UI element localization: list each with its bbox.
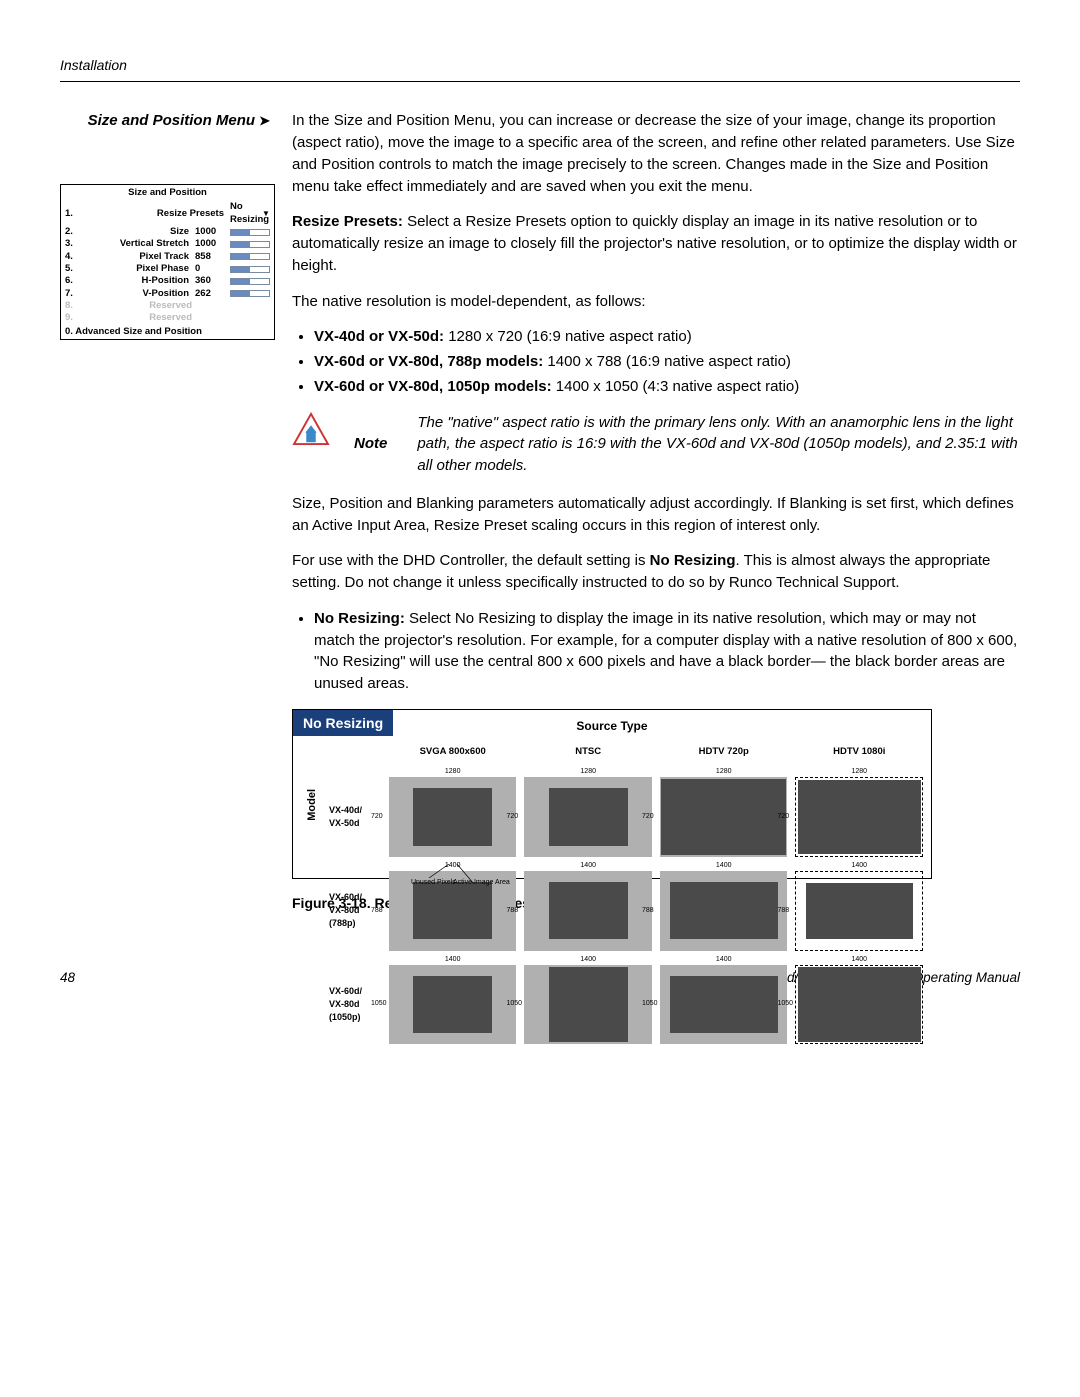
diagram-cell: 1280 720 — [389, 777, 517, 857]
diagram-cell: 1400 788 — [795, 871, 923, 951]
list-item: VX-40d or VX-50d: 1280 x 720 (16:9 nativ… — [314, 326, 1020, 348]
list-item: No Resizing: Select No Resizing to displ… — [314, 608, 1020, 695]
diagram-cell: 1400 788 — [660, 871, 788, 951]
diagram-cell: 1280 720 — [795, 777, 923, 857]
arrow-icon: ➤ — [259, 113, 270, 128]
col-hdr: HDTV 1080i — [795, 745, 923, 763]
para-native-res: The native resolution is model-dependent… — [292, 291, 1020, 313]
menu-row: 9.Reserved — [61, 312, 274, 324]
warning-icon — [292, 412, 336, 453]
para-intro: In the Size and Position Menu, you can i… — [292, 110, 1020, 197]
para-blanking: Size, Position and Blanking parameters a… — [292, 493, 1020, 537]
menu-row: 7.V-Position262 — [61, 288, 274, 300]
para-dhd: For use with the DHD Controller, the def… — [292, 550, 1020, 594]
menu-box: Size and Position 1.Resize PresetsNo Res… — [60, 184, 275, 340]
note-row: Note The "native" aspect ratio is with t… — [292, 412, 1020, 477]
legend-active: Active Image Area — [453, 878, 510, 888]
diagram-cell: 1400 1050 — [795, 965, 923, 1045]
diagram-cell: 1400 1050 — [660, 965, 788, 1045]
menu-row: 2.Size1000 — [61, 226, 274, 238]
diagram-cell: 1280 720 — [660, 777, 788, 857]
note-label: Note — [354, 433, 387, 455]
diagram-cell: 1400 788 — [524, 871, 652, 951]
menu-row: 3.Vertical Stretch1000 — [61, 238, 274, 250]
list-no-resizing: No Resizing: Select No Resizing to displ… — [292, 608, 1020, 695]
list-resolutions: VX-40d or VX-50d: 1280 x 720 (16:9 nativ… — [292, 326, 1020, 397]
diagram-cell: 1400 1050 — [524, 965, 652, 1045]
list-item: VX-60d or VX-80d, 788p models: 1400 x 78… — [314, 351, 1020, 373]
menu-row: 5.Pixel Phase0 — [61, 263, 274, 275]
menu-row: 1.Resize PresetsNo Resizing▼ — [61, 201, 274, 226]
section-header: Installation — [60, 55, 1020, 75]
header-rule — [60, 81, 1020, 82]
diagram-cell: 1280 720 — [524, 777, 652, 857]
model-axis-label: Model — [305, 789, 325, 821]
diagram-cell: 1400 1050 — [389, 965, 517, 1045]
menu-row: 4.Pixel Track858 — [61, 251, 274, 263]
list-item: VX-60d or VX-80d, 1050p models: 1400 x 1… — [314, 376, 1020, 398]
menu-row: 8.Reserved — [61, 300, 274, 312]
page-number: 48 — [60, 968, 75, 988]
col-hdr: HDTV 720p — [660, 745, 788, 763]
menu-title: Size and Position — [61, 185, 274, 201]
menu-row: 6.H-Position360 — [61, 275, 274, 287]
menu-footer: 0. Advanced Size and Position — [61, 325, 274, 339]
col-hdr: NTSC — [524, 745, 652, 763]
para-resize-presets: Resize Presets: Select a Resize Presets … — [292, 211, 1020, 276]
col-hdr: SVGA 800x600 — [389, 745, 517, 763]
legend-unused: Unused Pixels — [411, 878, 456, 888]
note-text: The "native" aspect ratio is with the pr… — [417, 412, 1020, 477]
side-title: Size and Position Menu➤ — [60, 110, 270, 132]
figure-tab: No Resizing — [293, 710, 393, 736]
figure-box: No Resizing Source Type Model SVGA 800x6… — [292, 709, 932, 880]
